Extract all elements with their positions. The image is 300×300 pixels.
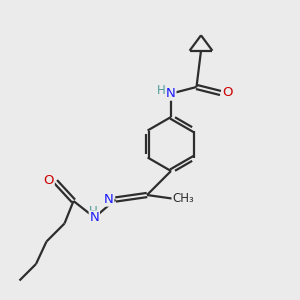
Text: O: O <box>44 173 54 187</box>
Text: N: N <box>90 211 99 224</box>
Text: N: N <box>166 87 176 100</box>
Text: CH₃: CH₃ <box>172 192 194 205</box>
Text: O: O <box>222 86 232 100</box>
Text: H: H <box>89 205 98 218</box>
Text: H: H <box>157 84 166 97</box>
Text: N: N <box>104 193 114 206</box>
